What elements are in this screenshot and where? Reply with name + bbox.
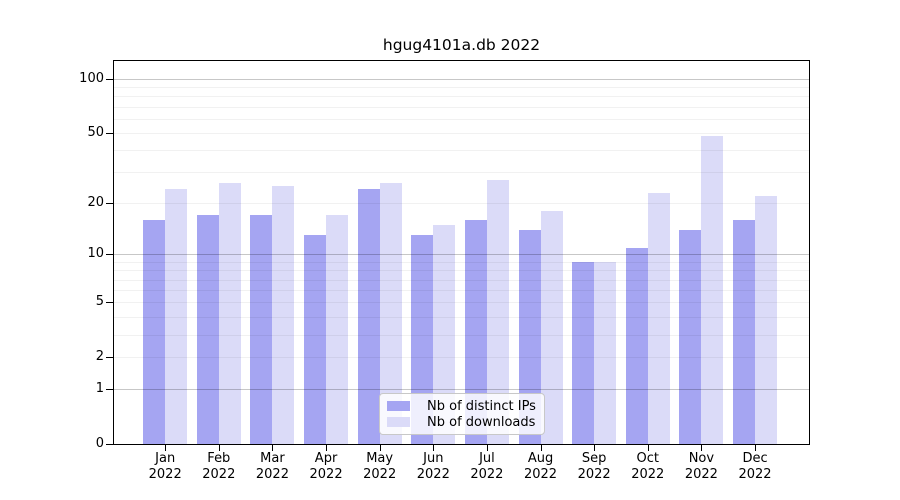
bar-downloads-may bbox=[379, 183, 402, 444]
y-tick-mark bbox=[106, 389, 113, 391]
legend-label: Nb of distinct IPs bbox=[427, 398, 536, 414]
bar-downloads-feb bbox=[218, 183, 241, 444]
x-tick-mark bbox=[218, 445, 220, 451]
x-tick-label: Aug 2022 bbox=[523, 451, 558, 482]
bar-distinct-ips-sep bbox=[572, 262, 595, 444]
minor-gridline bbox=[114, 96, 809, 98]
major-gridline bbox=[114, 78, 809, 80]
x-tick-mark bbox=[701, 445, 703, 451]
x-tick-label: Jul 2022 bbox=[470, 451, 504, 482]
x-tick-mark bbox=[755, 445, 757, 451]
y-tick-label: 50 bbox=[87, 125, 104, 140]
y-tick-mark bbox=[106, 133, 113, 134]
bar-distinct-ips-jul bbox=[464, 219, 487, 444]
legend-item: Nb of distinct IPs bbox=[387, 398, 537, 414]
x-tick-mark bbox=[165, 445, 167, 451]
bar-downloads-oct bbox=[647, 192, 670, 444]
y-tick-mark bbox=[106, 444, 113, 446]
x-tick-mark bbox=[272, 445, 274, 451]
plot-area bbox=[113, 60, 810, 445]
y-tick-label: 100 bbox=[79, 70, 104, 86]
bar-downloads-sep bbox=[594, 262, 617, 444]
y-tick-mark bbox=[106, 357, 113, 359]
x-tick-label: Nov 2022 bbox=[684, 451, 718, 482]
minor-gridline bbox=[114, 106, 809, 108]
bar-downloads-jun bbox=[433, 224, 456, 444]
bar-downloads-jan bbox=[165, 189, 188, 444]
legend: Nb of distinct IPs Nb of downloads bbox=[379, 393, 545, 435]
bar-distinct-ips-nov bbox=[679, 229, 702, 444]
x-tick-label: Sep 2022 bbox=[577, 451, 611, 482]
bar-distinct-ips-oct bbox=[625, 247, 648, 444]
x-tick-mark bbox=[540, 445, 542, 451]
chart-title: hgug4101a.db 2022 bbox=[382, 36, 541, 54]
y-tick-mark bbox=[106, 203, 113, 205]
x-tick-mark bbox=[433, 445, 435, 451]
legend-item: Nb of downloads bbox=[387, 414, 537, 430]
y-tick-label: 20 bbox=[87, 195, 104, 211]
x-tick-mark bbox=[326, 445, 328, 451]
x-tick-label: Mar 2022 bbox=[255, 451, 289, 482]
bar-distinct-ips-mar bbox=[250, 215, 273, 444]
x-tick-label: Dec 2022 bbox=[738, 451, 772, 482]
bar-downloads-apr bbox=[326, 215, 349, 444]
minor-gridline bbox=[114, 133, 809, 134]
y-tick-mark bbox=[106, 254, 113, 256]
x-tick-label: Apr 2022 bbox=[309, 451, 343, 482]
x-tick-label: Jan 2022 bbox=[148, 451, 182, 482]
y-tick-mark bbox=[106, 302, 113, 304]
y-tick-label: 5 bbox=[95, 294, 104, 310]
minor-gridline bbox=[114, 118, 809, 120]
y-tick-label: 1 bbox=[95, 381, 104, 397]
bar-downloads-mar bbox=[272, 186, 295, 444]
x-tick-mark bbox=[379, 445, 381, 451]
x-tick-label: Feb 2022 bbox=[202, 451, 236, 482]
y-tick-mark bbox=[106, 78, 113, 80]
x-tick-label: May 2022 bbox=[363, 451, 397, 482]
bar-downloads-jul bbox=[486, 180, 509, 444]
x-tick-mark bbox=[486, 445, 488, 451]
bar-distinct-ips-jun bbox=[411, 235, 434, 444]
x-tick-mark bbox=[647, 445, 649, 451]
x-tick-mark bbox=[594, 445, 596, 451]
bar-distinct-ips-aug bbox=[518, 229, 541, 444]
bar-distinct-ips-may bbox=[357, 189, 380, 444]
x-tick-label: Oct 2022 bbox=[631, 451, 665, 482]
legend-swatch-downloads bbox=[387, 417, 410, 427]
bar-downloads-nov bbox=[701, 136, 724, 444]
x-tick-label: Jun 2022 bbox=[416, 451, 450, 482]
legend-label: Nb of downloads bbox=[427, 414, 536, 430]
bar-downloads-aug bbox=[540, 211, 563, 444]
legend-swatch-ips bbox=[387, 401, 410, 411]
bar-distinct-ips-feb bbox=[196, 215, 219, 444]
y-tick-label: 2 bbox=[95, 349, 104, 365]
bar-distinct-ips-apr bbox=[304, 235, 327, 444]
bar-distinct-ips-dec bbox=[733, 219, 756, 444]
bar-distinct-ips-jan bbox=[143, 219, 166, 444]
minor-gridline bbox=[114, 87, 809, 89]
y-tick-label: 0 bbox=[95, 436, 104, 452]
bar-downloads-dec bbox=[755, 196, 778, 444]
y-tick-label: 10 bbox=[87, 246, 104, 262]
